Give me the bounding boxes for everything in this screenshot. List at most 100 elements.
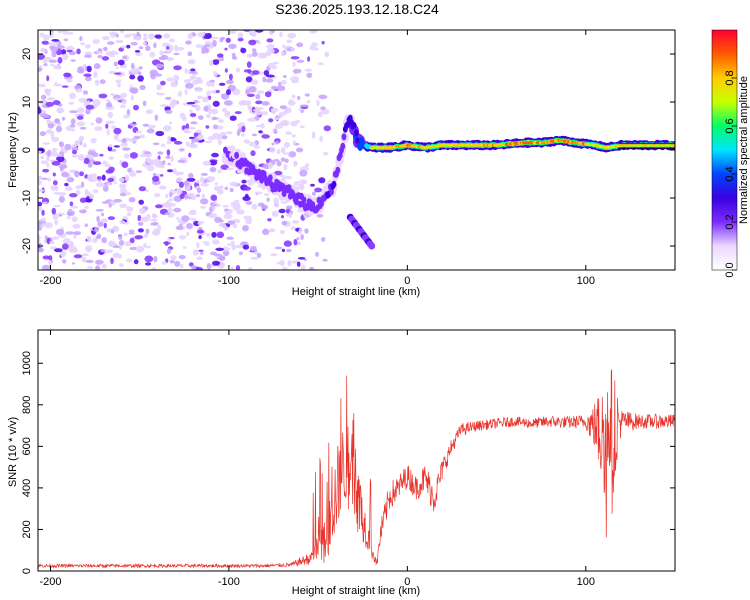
noise-blob <box>186 101 196 105</box>
noise-blob <box>137 221 144 226</box>
noise-blob <box>237 37 244 42</box>
noise-blob <box>90 122 95 126</box>
noise-blob <box>316 99 320 107</box>
noise-blob <box>226 236 234 240</box>
noise-blob <box>52 41 59 47</box>
noise-blob <box>195 77 202 82</box>
spectrogram-y-axis-label: Frequency (Hz) <box>7 112 19 188</box>
noise-blob <box>173 65 182 71</box>
noise-blob <box>38 67 43 72</box>
noise-blob <box>86 235 91 242</box>
noise-blob <box>40 224 44 229</box>
y-tick-label: -20 <box>21 238 33 254</box>
noise-blob <box>253 145 260 150</box>
noise-blob <box>200 251 204 256</box>
noise-blob <box>47 149 52 157</box>
noise-blob <box>183 180 190 187</box>
noise-blob <box>277 85 286 91</box>
noise-blob <box>262 76 267 83</box>
noise-blob <box>38 150 42 154</box>
noise-blob <box>212 206 216 210</box>
noise-blob <box>306 100 311 104</box>
noise-blob <box>110 93 116 97</box>
noise-blob <box>296 59 305 63</box>
noise-blob <box>248 86 257 93</box>
noise-blob <box>59 166 64 172</box>
noise-blob <box>304 93 310 97</box>
noise-blob <box>139 134 145 139</box>
noise-blob <box>291 134 296 138</box>
noise-blob <box>46 162 50 168</box>
noise-blob <box>267 218 272 222</box>
noise-blob <box>99 79 106 85</box>
y-tick-label: 10 <box>21 96 33 108</box>
noise-blob <box>84 54 92 58</box>
noise-blob <box>115 66 119 69</box>
noise-blob <box>283 240 292 247</box>
noise-blob <box>242 244 250 250</box>
noise-blob <box>47 123 55 129</box>
noise-blob <box>265 78 274 83</box>
noise-blob <box>292 68 302 74</box>
noise-blob <box>188 126 196 130</box>
noise-blob <box>228 30 237 35</box>
noise-blob <box>79 126 87 130</box>
noise-blob <box>95 265 101 270</box>
noise-blob <box>214 133 223 140</box>
noise-blob <box>266 38 274 43</box>
noise-blob <box>41 264 51 270</box>
noise-blob <box>137 75 144 82</box>
noise-blob <box>101 212 105 217</box>
noise-blob <box>70 205 79 209</box>
noise-blob <box>213 200 217 204</box>
noise-blob <box>39 100 48 105</box>
noise-blob <box>284 158 289 163</box>
noise-blob <box>128 197 136 203</box>
noise-blob <box>143 233 149 238</box>
track-mid <box>331 180 337 188</box>
noise-blob <box>215 247 225 251</box>
noise-blob <box>297 230 302 235</box>
noise-blob <box>185 40 192 45</box>
noise-blob <box>105 169 114 174</box>
noise-blob <box>95 117 103 124</box>
noise-blob <box>323 125 331 132</box>
noise-blob <box>107 240 116 247</box>
noise-blob <box>270 30 275 34</box>
noise-blob <box>285 131 292 136</box>
noise-blob <box>216 257 226 260</box>
noise-blob <box>232 223 238 229</box>
noise-blob <box>234 111 242 115</box>
noise-blob <box>45 101 54 107</box>
noise-blob <box>296 42 304 48</box>
noise-blob <box>183 79 191 84</box>
noise-blob <box>278 81 282 87</box>
noise-blob <box>311 131 315 135</box>
noise-blob <box>160 174 164 177</box>
noise-blob <box>279 31 283 38</box>
noise-blob <box>180 263 184 269</box>
noise-blob <box>208 213 218 219</box>
noise-blob <box>107 216 115 221</box>
noise-blob <box>202 241 210 244</box>
noise-blob <box>276 148 281 155</box>
noise-blob <box>38 237 41 245</box>
noise-blob <box>169 259 175 264</box>
noise-blob <box>105 123 109 129</box>
noise-blob <box>184 88 188 96</box>
colorbar: 0.0 0.2 0.4 0.6 0.8 Normalized spectral ampl… <box>711 29 750 278</box>
noise-blob <box>71 262 75 265</box>
noise-blob <box>113 181 118 185</box>
noise-blob <box>197 32 206 38</box>
noise-blob <box>242 225 249 232</box>
noise-blob <box>317 62 325 66</box>
noise-blob <box>102 35 110 41</box>
noise-blob <box>131 62 135 70</box>
noise-blob <box>95 259 104 265</box>
noise-blob <box>114 97 123 101</box>
noise-blob <box>145 245 151 249</box>
page-title: S236.2025.193.12.18.C24 <box>275 1 439 17</box>
noise-blob <box>290 226 297 231</box>
noise-blob <box>321 108 330 115</box>
noise-blob <box>61 85 69 88</box>
